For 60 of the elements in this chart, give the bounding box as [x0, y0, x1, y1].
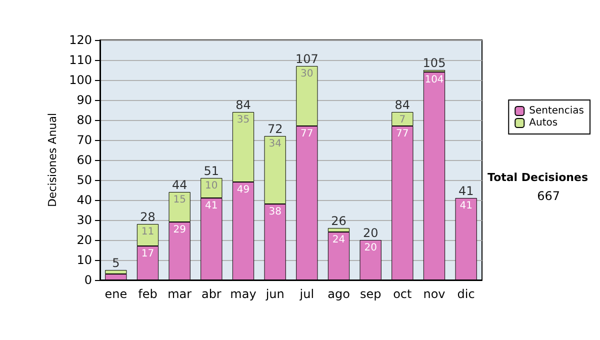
total-label: 20 [362, 226, 378, 240]
data-label: 30 [300, 68, 314, 80]
x-tick-label: oct [393, 287, 412, 301]
y-tick-label: 0 [84, 273, 92, 287]
data-label: 11 [141, 226, 154, 238]
data-label: 77 [300, 128, 314, 140]
total-label: 44 [172, 178, 188, 192]
data-label: 10 [205, 180, 218, 192]
y-tick-label: 30 [76, 213, 92, 227]
total-label: 5 [112, 256, 120, 270]
x-tick-label: mar [168, 287, 192, 301]
y-tick-label: 90 [76, 93, 92, 107]
data-label: 104 [424, 74, 444, 86]
total-label: 26 [331, 214, 346, 228]
data-label: 7 [399, 114, 406, 126]
y-tick-label: 20 [76, 233, 92, 247]
data-label: 24 [332, 234, 346, 246]
y-tick-label: 60 [76, 153, 92, 167]
data-label: 38 [268, 206, 282, 218]
legend-label: Sentencias [529, 106, 584, 116]
x-tick-label: abr [201, 287, 222, 301]
total-label: 28 [140, 210, 156, 224]
y-tick-label: 40 [76, 193, 92, 207]
x-tick-label: jun [264, 287, 284, 301]
y-tick-label: 120 [69, 33, 92, 47]
data-label: 34 [268, 138, 282, 150]
x-tick-label: may [230, 287, 256, 301]
x-tick-label: nov [423, 287, 446, 301]
data-label: 49 [236, 184, 250, 196]
x-tick-label: feb [138, 287, 158, 301]
y-tick-label: 10 [76, 253, 92, 267]
x-tick-label: dic [457, 287, 475, 301]
total-label: 84 [236, 98, 251, 112]
text: Total Decisiones [488, 171, 588, 184]
total-label: 105 [422, 56, 446, 70]
data-label: 41 [460, 200, 472, 212]
legend-label: Autos [529, 118, 558, 128]
data-label: 35 [236, 114, 250, 126]
data-label: 17 [141, 248, 154, 260]
total-label: 107 [295, 52, 318, 66]
text: 667 [537, 189, 560, 203]
x-tick-label: ene [104, 287, 128, 301]
data-label: 29 [173, 224, 186, 236]
y-tick-label: 110 [69, 53, 92, 67]
data-label: 77 [396, 128, 409, 140]
x-tick-label: sep [360, 287, 382, 301]
total-label: 84 [394, 98, 410, 112]
total-label: 72 [267, 122, 283, 136]
y-tick-label: 50 [76, 173, 92, 187]
x-tick-label: ago [328, 287, 350, 301]
y-tick-label: 100 [69, 73, 92, 87]
y-tick-label: 80 [76, 113, 92, 127]
x-tick-label: jul [298, 287, 314, 301]
data-label: 41 [205, 200, 218, 212]
data-label: 20 [364, 242, 377, 254]
y-axis-title: Decisiones Anual [46, 112, 60, 208]
total-label: 41 [458, 184, 474, 198]
data-label: 15 [173, 194, 186, 206]
total-label: 51 [204, 164, 220, 178]
y-tick-label: 70 [76, 133, 92, 147]
